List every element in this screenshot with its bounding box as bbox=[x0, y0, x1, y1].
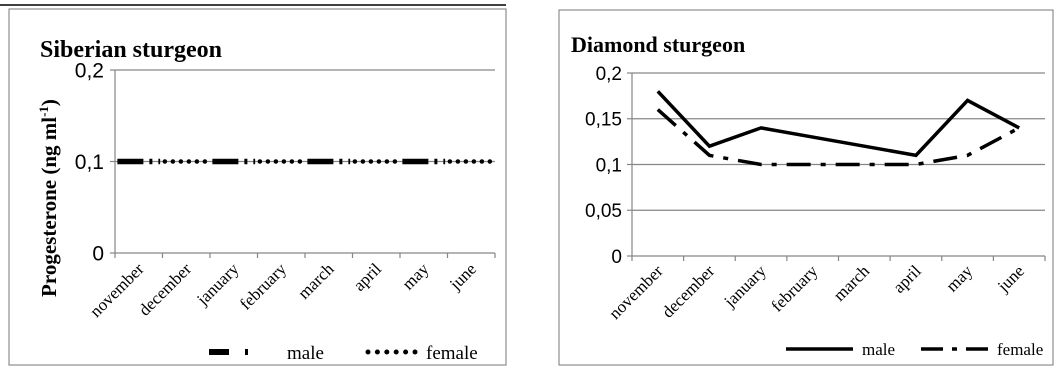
siberian-y-tick-label: 0 bbox=[92, 243, 104, 266]
diamond-female-line bbox=[656, 108, 1021, 167]
diamond-legend-male-label: male bbox=[862, 340, 895, 359]
diamond-y-tick-label: 0,15 bbox=[585, 110, 622, 131]
siberian-y-tick-label: 0,2 bbox=[75, 60, 104, 83]
siberian-chart-title: Siberian sturgeon bbox=[40, 37, 222, 63]
diamond-chart-title: Diamond sturgeon bbox=[571, 32, 745, 57]
siberian-y-tick-labels: 0 0,1 0,2 bbox=[75, 60, 104, 266]
siberian-y-axis-label: Progesterone (ng ml-1) bbox=[36, 99, 61, 297]
diamond-y-tick-label: 0,1 bbox=[596, 155, 622, 176]
siberian-gridlines bbox=[110, 69, 496, 258]
siberian-chart: Siberian sturgeon Progesterone (ng ml-1)… bbox=[0, 4, 507, 366]
diamond-y-tick-label: 0,05 bbox=[585, 201, 622, 222]
diamond-legend-female-label: female bbox=[997, 340, 1043, 359]
diamond-series bbox=[656, 90, 1021, 167]
diamond-chart-frame bbox=[558, 9, 1054, 366]
siberian-legend-female-label: female bbox=[426, 343, 478, 364]
diamond-legend: male female bbox=[786, 340, 1043, 359]
diamond-male-line bbox=[656, 90, 1021, 158]
diamond-y-tick-label: 0 bbox=[611, 247, 622, 268]
siberian-legend-male-label: male bbox=[287, 343, 324, 364]
diamond-y-tick-label: 0,2 bbox=[596, 64, 622, 85]
diamond-chart: Diamond sturgeon 00,050,10,150,2 novembe… bbox=[558, 9, 1054, 366]
diamond-y-tick-labels: 0 0,05 0,1 0,15 0,2 bbox=[585, 64, 622, 268]
siberian-chart-frame bbox=[8, 8, 507, 366]
siberian-y-tick-label: 0,1 bbox=[75, 151, 104, 174]
siberian-legend: male female bbox=[209, 343, 478, 364]
